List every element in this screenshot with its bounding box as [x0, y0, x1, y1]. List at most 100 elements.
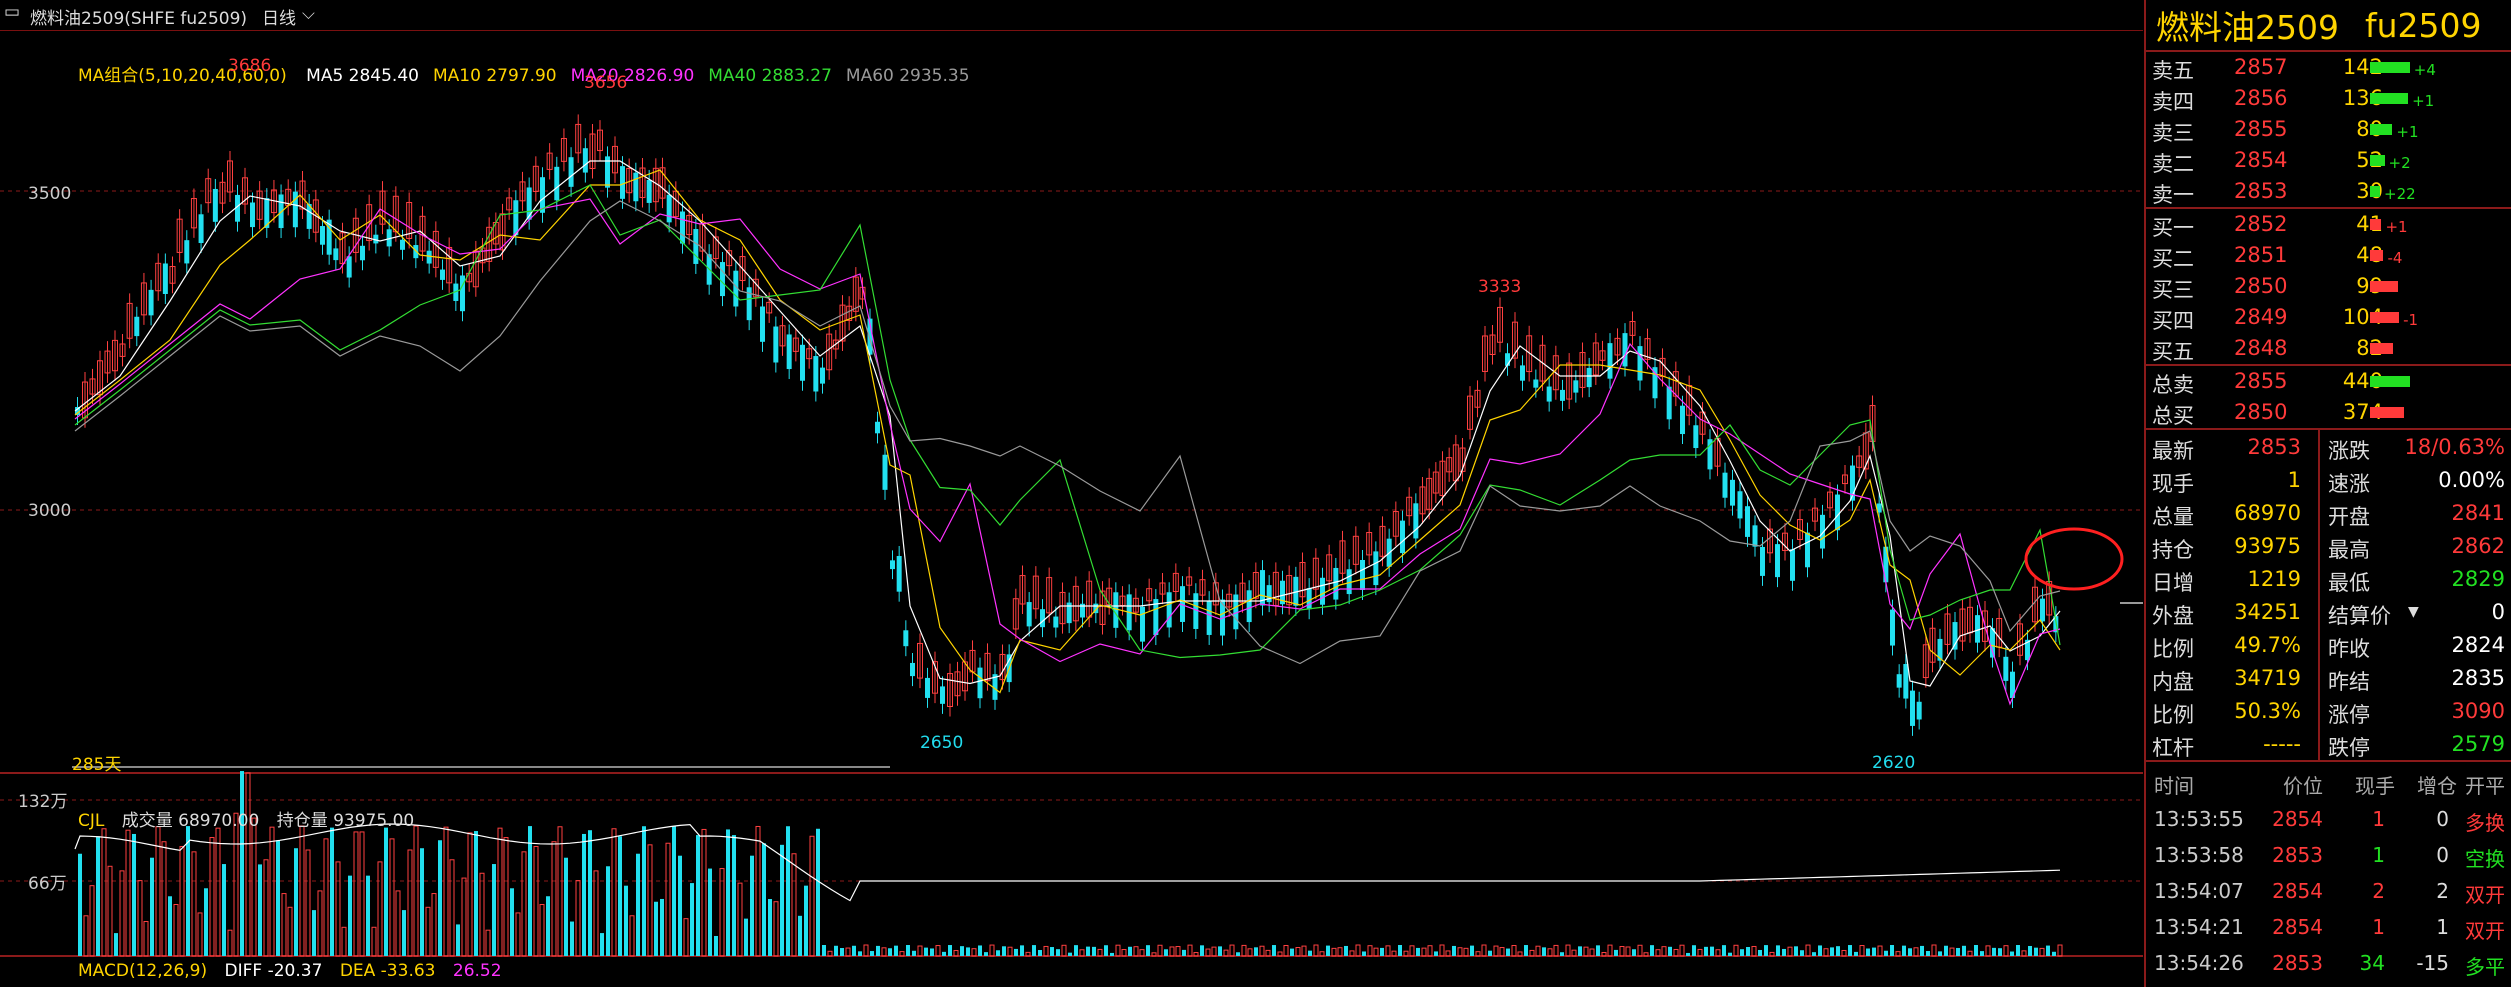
ask-level-row[interactable]: 卖二285452+2 [2146, 145, 2511, 176]
candle [440, 269, 445, 280]
candle [526, 187, 532, 220]
volume-bar [1362, 951, 1366, 956]
volume-bar [1661, 946, 1667, 957]
volume-bar [335, 861, 341, 957]
bid-level-row[interactable]: 买三285099 [2146, 271, 2511, 302]
volume-bar [1926, 950, 1930, 956]
volume-bar [984, 952, 988, 956]
volume-bar [1380, 947, 1384, 956]
volume-bar [1836, 946, 1840, 956]
volume-bar [233, 812, 239, 957]
kline-chart[interactable]: MA组合(5,10,20,40,60,0) MA5 2845.40 MA10 27… [0, 31, 2143, 987]
bid-level-row[interactable]: 买二285148-4 [2146, 240, 2511, 271]
period-selector[interactable]: 日线 [262, 9, 296, 29]
candle [446, 246, 453, 284]
ask-level-row[interactable]: 卖五 2857 142 +4 [2146, 52, 2511, 83]
volume-bar [449, 859, 455, 957]
volume-bar [2028, 945, 2032, 956]
volume-bar [1890, 945, 1894, 956]
ma-legend-item: MA60 2935.35 [845, 66, 970, 86]
volume-bar [1733, 944, 1739, 957]
y-label-3000: 3000 [28, 501, 72, 521]
volume-bar [1014, 948, 1018, 956]
candle [320, 226, 325, 245]
candle [1159, 582, 1166, 595]
quote-value: 0.00% [2438, 468, 2505, 492]
volume-bar [485, 929, 491, 957]
ma-legend: MA组合(5,10,20,40,60,0) MA5 2845.40 MA10 27… [78, 61, 998, 86]
volume-bar [773, 901, 779, 957]
volume-bar [588, 830, 592, 956]
volume-bar [269, 826, 275, 957]
volume-bar [1841, 949, 1847, 957]
volume-bar [780, 844, 784, 956]
volume-bar [251, 817, 257, 957]
volume-bar [1992, 947, 1996, 956]
volume-bar [1938, 951, 1942, 956]
volume-bar [1637, 944, 1643, 957]
volume-bar [1764, 945, 1768, 956]
volume-bar [1110, 952, 1114, 956]
candle [1745, 506, 1750, 537]
volume-bar [425, 906, 431, 957]
candle [1622, 333, 1628, 367]
macd-indicator-selector[interactable]: MACD(12,26,9) [78, 961, 208, 981]
volume-indicator-selector[interactable]: CJL [78, 811, 105, 831]
volume-bar [1457, 947, 1463, 957]
bid-level-row[interactable]: 买五284882 [2146, 333, 2511, 364]
candle [620, 166, 625, 199]
candle [306, 203, 312, 229]
candle [773, 326, 779, 363]
candle [1629, 320, 1636, 336]
candle [235, 194, 240, 222]
candle [1566, 362, 1573, 400]
ask-level-row[interactable]: 卖四 2856 136 +1 [2146, 83, 2511, 114]
volume-bar [1175, 946, 1181, 957]
period-dropdown-icon[interactable]: ⌵ [302, 4, 315, 24]
quote-value: 2835 [2451, 666, 2505, 690]
kline-svg[interactable] [0, 31, 2143, 987]
volume-bar [359, 831, 365, 957]
quote-label: 持仓 [2152, 538, 2194, 562]
candle [519, 181, 526, 202]
volume-bar [222, 864, 226, 956]
ask-level-row[interactable]: 卖三285580+1 [2146, 114, 2511, 145]
quote-label: 最高 [2328, 538, 2370, 562]
tick-type: 双开 [2465, 919, 2505, 943]
candle [140, 282, 147, 316]
peak-label: 3656 [584, 73, 628, 93]
volume-bar [443, 826, 449, 957]
candle [1333, 567, 1339, 600]
candle [1293, 576, 1299, 606]
settlement-dropdown-icon[interactable]: ▼ [2408, 604, 2419, 620]
quote-label: 涨停 [2328, 703, 2370, 727]
volume-bar [726, 829, 730, 956]
candle [386, 229, 392, 247]
volume-bar [1452, 945, 1456, 956]
volume-bar [930, 948, 934, 956]
total-row: 总卖 2855 440 [2146, 366, 2511, 397]
window-menu-icon[interactable]: ▭ [4, 2, 21, 22]
volume-bar [1481, 944, 1487, 957]
trough-label: 2620 [1872, 753, 1916, 773]
volume-bar [389, 838, 395, 957]
candle [1246, 590, 1252, 623]
ma-group-selector[interactable]: MA组合(5,10,20,40,60,0) [78, 66, 287, 86]
volume-bar [96, 836, 100, 956]
quote-label[interactable]: 结算价 [2328, 604, 2391, 628]
volume-bar [1259, 945, 1265, 957]
volume-bar [1866, 948, 1870, 956]
volume-bar [948, 945, 952, 956]
volume-bar [1061, 944, 1067, 957]
volume-bar [822, 945, 826, 956]
candle [760, 306, 765, 342]
candle [1339, 540, 1346, 574]
volume-bar [1355, 944, 1361, 957]
volume-bar [1002, 946, 1006, 956]
bid-level-row[interactable]: 买四 2849 104 -1 [2146, 302, 2511, 333]
ask-level-row[interactable]: 卖一285330+22 [2146, 176, 2511, 207]
candle [1520, 365, 1525, 381]
candle [499, 213, 506, 251]
bid-level-row[interactable]: 买一285241+1 [2146, 209, 2511, 240]
volume-bar [276, 840, 280, 956]
